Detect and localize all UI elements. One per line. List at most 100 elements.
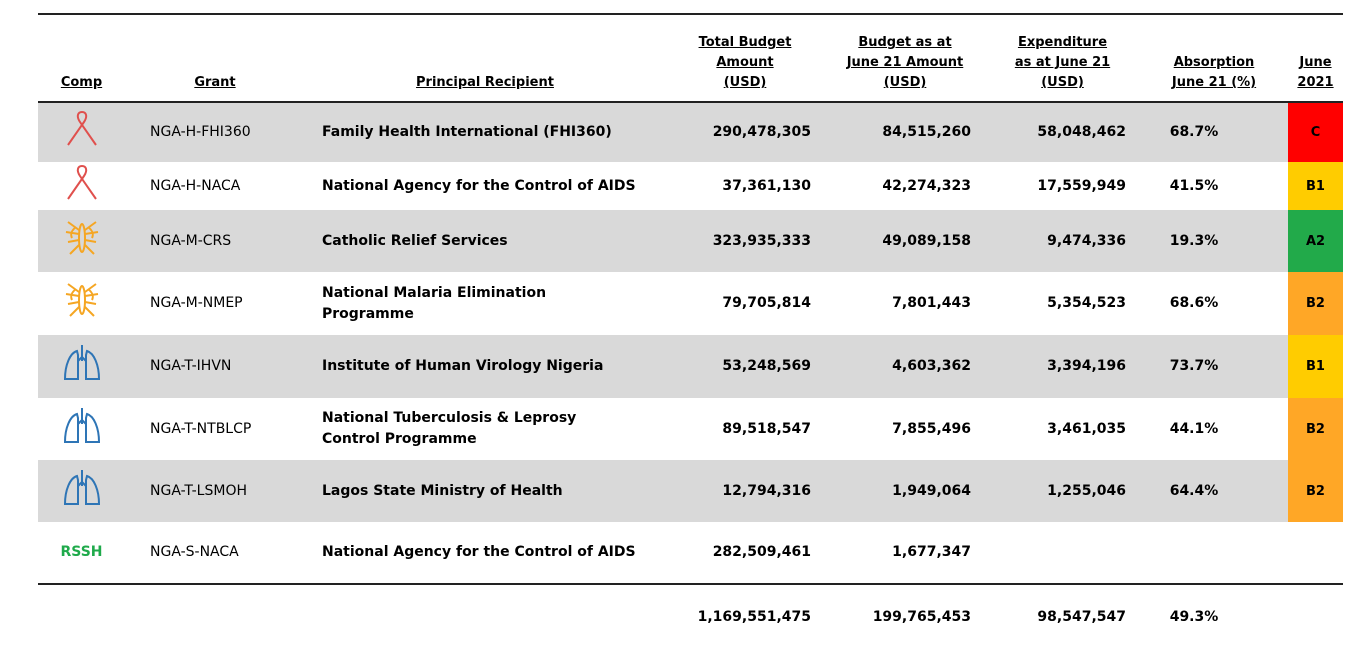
budget: 7,801,443: [825, 272, 985, 335]
grant: NGA-H-FHI360: [150, 124, 251, 140]
expenditure: 1,255,046: [985, 460, 1140, 522]
rating-value: B2: [1306, 296, 1325, 311]
budget: 7,855,496: [825, 398, 985, 460]
total-expenditure: 98,547,547: [985, 584, 1140, 649]
budget-value: 49,089,158: [882, 232, 971, 249]
budget-value: 1,677,347: [892, 544, 971, 560]
row: NGA-M-CRS Catholic Relief Services 323,935…: [38, 210, 1343, 272]
comp-label: RSSH: [60, 544, 103, 560]
column-header: Absorption June 21 (%): [1140, 14, 1288, 102]
absorption: 64.4%: [1140, 460, 1288, 522]
header-line: June 21 Amount: [846, 55, 964, 70]
expenditure: 3,394,196: [985, 335, 1140, 398]
rating-value: B2: [1306, 483, 1325, 499]
total-value: 79,705,814: [722, 295, 811, 311]
grant: NGA-M-NMEP: [150, 295, 243, 311]
row: NGA-H-NACA National Agency for the Contro…: [38, 162, 1343, 210]
header: Comp Grant Principal Recipient Total Budget…: [38, 14, 1343, 102]
recipient: National Malaria Elimination Programme: [305, 272, 665, 335]
expenditure-value: 3,461,035: [1047, 420, 1126, 437]
header-line: Total Budget: [698, 35, 792, 50]
recipient-line: Institute of Human Virology Nigeria: [322, 358, 604, 374]
column-header: Principal Recipient: [305, 14, 665, 102]
header-line: Absorption: [1173, 55, 1255, 70]
header-line: (USD): [723, 75, 767, 90]
absorption-value: 41.5%: [1169, 177, 1219, 194]
header-line: Grant: [194, 75, 236, 90]
expenditure: [985, 522, 1140, 584]
absorption-value: 68.7%: [1169, 124, 1219, 140]
empty-cell: [305, 584, 665, 649]
header-line: Expenditure: [1017, 35, 1108, 50]
budget: 4,603,362: [825, 335, 985, 398]
grant: NGA-T-IHVN: [150, 358, 232, 374]
grant: NGA-M-CRS: [150, 232, 232, 249]
absorption-value: 68.6%: [1169, 295, 1219, 311]
row: NGA-T-LSMOH Lagos State Ministry of Healt…: [38, 460, 1343, 522]
absorption: 41.5%: [1140, 162, 1288, 210]
budget-value: 42,274,323: [882, 177, 971, 194]
comp-icon: [62, 406, 102, 446]
comp-icon: [62, 343, 102, 383]
expenditure-value: 9,474,336: [1047, 232, 1126, 249]
expenditure: 3,461,035: [985, 398, 1140, 460]
total: 290,478,305: [665, 102, 825, 162]
total-value: 89,518,547: [722, 420, 811, 437]
rating-value: B1: [1306, 359, 1325, 374]
total: 12,794,316: [665, 460, 825, 522]
totals-row: 1,169,551,475 199,765,453 98,547,547 49.3%: [38, 584, 1343, 649]
recipient: National Agency for the Control of AIDS: [305, 522, 665, 584]
comp-cell: [38, 210, 125, 272]
header-line: as at June 21: [1014, 55, 1111, 70]
recipient: Institute of Human Virology Nigeria: [305, 335, 665, 398]
total-value: 12,794,316: [722, 482, 811, 499]
total-value: 323,935,333: [712, 232, 811, 249]
comp-cell: [38, 460, 125, 522]
recipient: National Agency for the Control of AIDS: [305, 162, 665, 210]
grant: NGA-T-NTBLCP: [150, 420, 252, 437]
total-value: 199,765,453: [872, 608, 971, 625]
header-line: 2021: [1297, 75, 1334, 90]
total-value: 1,169,551,475: [697, 608, 811, 625]
budget-value: 7,855,496: [892, 420, 971, 437]
body: NGA-H-FHI360 Family Health International …: [38, 102, 1343, 649]
header-line: June 21 (%): [1171, 75, 1257, 90]
total: 89,518,547: [665, 398, 825, 460]
header-line: (USD): [883, 75, 927, 90]
page: {"table":{ "headers":[["Comp"],["Grant"]…: [38, 14, 1343, 625]
total-value: 49.3%: [1169, 608, 1219, 625]
comp-icon: [62, 280, 102, 320]
column-header: Total Budget Amount (USD): [665, 14, 825, 102]
budget-value: 84,515,260: [882, 124, 971, 140]
recipient-line: Lagos State Ministry of Health: [322, 482, 563, 499]
comp-icon: [62, 109, 102, 149]
expenditure: 5,354,523: [985, 272, 1140, 335]
total-value: 282,509,461: [712, 544, 811, 560]
absorption: 19.3%: [1140, 210, 1288, 272]
column-header: Expenditure as at June 21 (USD): [985, 14, 1140, 102]
recipient-line: National Agency for the Control of AIDS: [322, 177, 636, 194]
total: 37,361,130: [665, 162, 825, 210]
recipient-line: Catholic Relief Services: [322, 232, 508, 249]
header-line: Comp: [60, 75, 103, 90]
recipient-line: Control Programme: [322, 431, 477, 447]
recipient: Lagos State Ministry of Health: [305, 460, 665, 522]
absorption: 68.6%: [1140, 272, 1288, 335]
total: 79,705,814: [665, 272, 825, 335]
total-budget: 199,765,453: [825, 584, 985, 649]
rating: B1: [1288, 335, 1343, 398]
header-row: Comp Grant Principal Recipient Total Budget…: [38, 14, 1343, 102]
absorption: 44.1%: [1140, 398, 1288, 460]
budget-value: 1,949,064: [892, 482, 971, 499]
comp-icon: [62, 218, 102, 258]
total: 282,509,461: [665, 522, 825, 584]
total-total: 1,169,551,475: [665, 584, 825, 649]
rating-value: A2: [1305, 233, 1326, 249]
total-value: 37,361,130: [722, 177, 811, 194]
header-line: Amount: [716, 55, 774, 70]
expenditure-value: 5,354,523: [1047, 295, 1126, 311]
budget: 1,949,064: [825, 460, 985, 522]
header-line: June: [1299, 55, 1332, 70]
comp-cell: [38, 272, 125, 335]
budget: 84,515,260: [825, 102, 985, 162]
